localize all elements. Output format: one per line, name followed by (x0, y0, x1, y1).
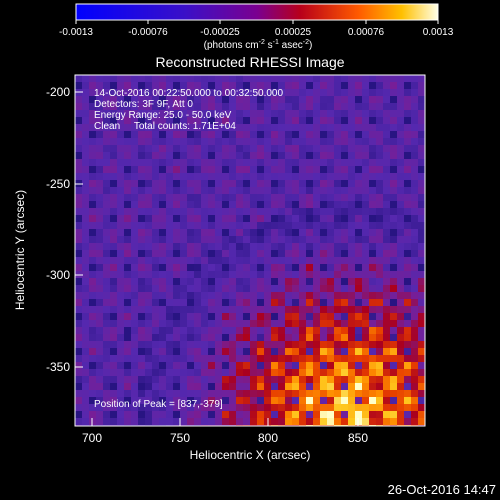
annotation-line: Clean Total counts: 1.71E+04 (94, 121, 236, 132)
annotation-line: Energy Range: 25.0 - 50.0 keV (94, 110, 232, 121)
x-tick-label: 850 (348, 431, 368, 445)
x-tick-label: 800 (258, 431, 278, 445)
peak-position-label: Position of Peak = [837,-379] (94, 399, 223, 410)
y-axis-label: Heliocentric Y (arcsec) (13, 190, 27, 310)
observation-annotations: 14-Oct-2016 00:22:50.000 to 00:32:50.000… (94, 88, 283, 132)
x-tick-label: 750 (170, 431, 190, 445)
colorbar-tick-label: -0.00076 (128, 27, 168, 38)
colorbar: -0.0013 -0.00076 -0.00025 0.00025 0.0007… (59, 3, 454, 51)
y-tick-label: -350 (46, 360, 70, 374)
colorbar-unit-label: (photons cm-2 s-1 asec-2) (204, 39, 313, 51)
footer-timestamp: 26-Oct-2016 14:47 (388, 482, 496, 497)
x-tick-label: 700 (82, 431, 102, 445)
x-axis-label: Heliocentric X (arcsec) (190, 448, 311, 462)
colorbar-tick-label: -0.0013 (59, 27, 93, 38)
annotation-line: Detectors: 3F 9F, Att 0 (94, 99, 193, 110)
plot-title: Reconstructed RHESSI Image (155, 54, 344, 70)
colorbar-tick-label: 0.0013 (423, 27, 454, 38)
plot-frame (74, 74, 426, 427)
colorbar-ticks (75, 20, 439, 24)
colorbar-tick-label: 0.00025 (275, 27, 312, 38)
x-axis-ticks (91, 418, 359, 426)
annotation-line: 14-Oct-2016 00:22:50.000 to 00:32:50.000 (94, 88, 283, 99)
y-tick-label: -250 (46, 177, 70, 191)
y-tick-label: -200 (46, 85, 70, 99)
colorbar-gradient (75, 3, 439, 21)
image-pixels (75, 75, 425, 426)
image-area (75, 75, 425, 426)
y-tick-label: -300 (46, 268, 70, 282)
colorbar-tick-label: 0.00076 (348, 27, 385, 38)
y-axis-ticks (75, 91, 83, 368)
colorbar-tick-label: -0.00025 (200, 27, 240, 38)
